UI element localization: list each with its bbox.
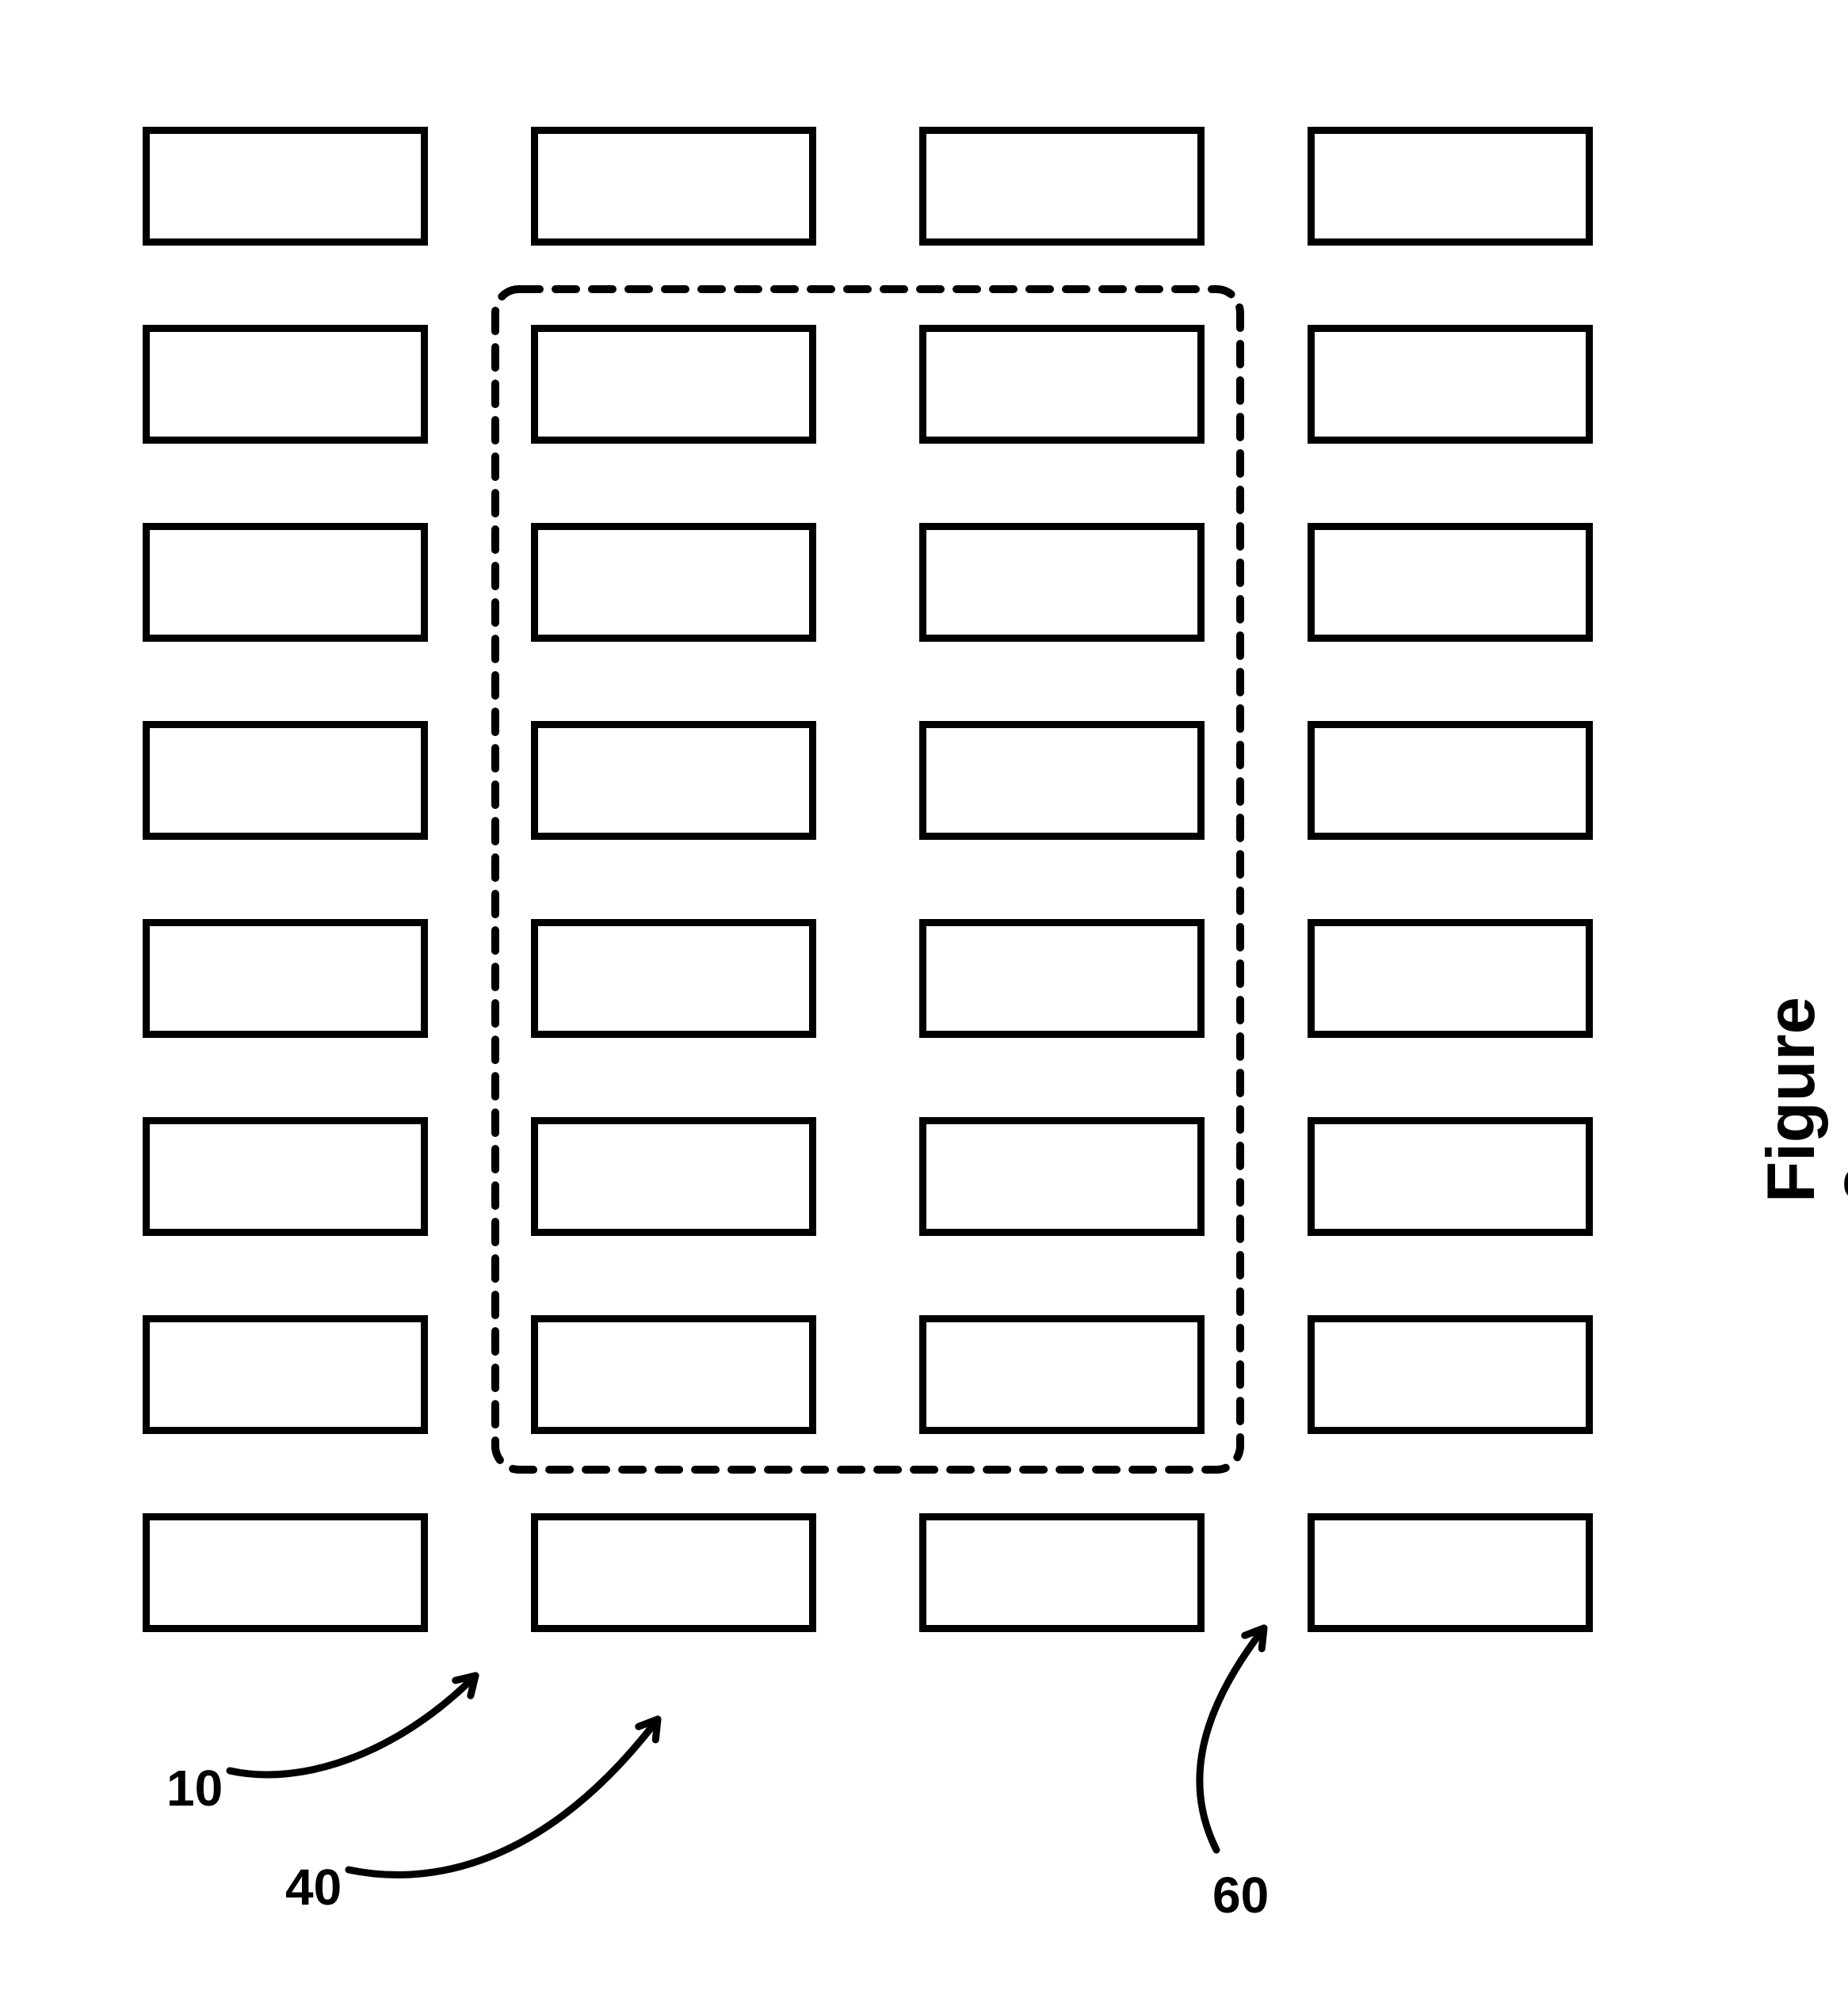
figure-caption: Figure 2 bbox=[1753, 997, 1848, 1203]
callout-60-arrow bbox=[0, 32, 1848, 2010]
diagram-canvas: 104060Figure 2 bbox=[0, 32, 1848, 2010]
